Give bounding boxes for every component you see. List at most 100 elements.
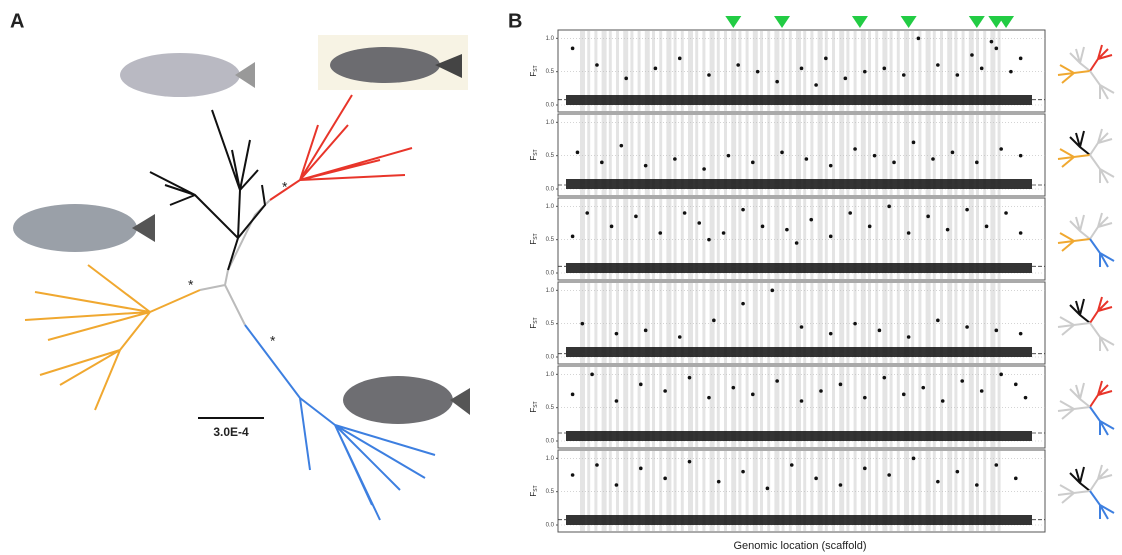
scaffold-stripe	[601, 367, 607, 447]
data-point	[600, 160, 604, 165]
scaffold-stripe	[832, 283, 835, 363]
scaffold-stripe	[666, 31, 672, 111]
data-point	[687, 459, 692, 464]
scaffold-stripe	[925, 283, 931, 363]
scaffold-stripe	[788, 31, 792, 111]
data-point	[989, 39, 994, 44]
scaffold-stripe	[608, 367, 612, 447]
tree-icon	[1057, 212, 1115, 268]
scaffold-stripe	[752, 451, 758, 531]
scaffold-stripe	[738, 367, 742, 447]
scaffold-stripe	[896, 283, 900, 363]
data-point	[994, 463, 999, 467]
scaffold-stripe	[997, 367, 1001, 447]
scaffold-stripe	[990, 283, 996, 363]
scaffold-stripe	[803, 451, 807, 531]
data-point	[960, 379, 965, 383]
tree-icon-branch	[1057, 400, 1091, 420]
scaffold-stripe	[896, 451, 900, 531]
scaffold-stripe	[832, 115, 835, 195]
scaffold-stripe	[875, 199, 879, 279]
scaffold-stripe	[868, 199, 871, 279]
data-point	[1018, 153, 1023, 158]
scaffold-stripe	[940, 115, 943, 195]
scaffold-stripe	[810, 283, 814, 363]
scaffold-stripe	[796, 115, 801, 195]
scaffold-stripe	[968, 283, 974, 363]
data-point	[950, 150, 955, 155]
scaffold-stripe	[976, 31, 979, 111]
scaffold-stripe	[918, 199, 922, 279]
data-point	[799, 399, 804, 403]
scaffold-stripe	[817, 115, 823, 195]
scaffold-stripe	[580, 31, 585, 111]
scaffold-stripe	[680, 283, 684, 363]
tree	[24, 94, 436, 521]
scaffold-stripe	[659, 199, 663, 279]
data-point	[755, 69, 760, 74]
data-point	[936, 479, 940, 484]
scale-label: 3.0E-4	[213, 425, 249, 439]
scaffold-stripe	[824, 283, 828, 363]
scaffold-stripe	[724, 283, 727, 363]
scaffold-stripe	[623, 31, 629, 111]
density-band	[566, 263, 1032, 273]
y-tick-label: 0.5	[546, 237, 555, 243]
scaffold-stripe	[666, 367, 672, 447]
scaffold-stripe	[673, 199, 677, 279]
scaffold-stripe	[860, 283, 866, 363]
scaffold-stripe	[580, 367, 585, 447]
scaffold-stripe	[817, 283, 823, 363]
scaffold-stripe	[616, 451, 619, 531]
scaffold-stripe	[767, 31, 771, 111]
scaffold-stripe	[637, 199, 641, 279]
marker-triangle	[968, 16, 985, 28]
scaffold-stripe	[738, 115, 742, 195]
data-point	[1013, 476, 1018, 481]
scaffold-stripe	[976, 199, 979, 279]
scaffold-stripe	[968, 115, 974, 195]
tree-icon-branch	[1069, 382, 1091, 408]
scaffold-stripe	[904, 31, 909, 111]
scaffold-stripe	[594, 367, 598, 447]
data-point	[712, 318, 716, 323]
tree-icon	[1057, 464, 1115, 520]
data-point	[638, 382, 643, 387]
scaffold-stripe	[796, 283, 801, 363]
scaffold-stripe	[767, 367, 771, 447]
data-point	[663, 476, 667, 481]
scaffold-stripe	[731, 199, 737, 279]
scaffold-stripe	[752, 367, 758, 447]
data-point	[570, 234, 575, 239]
tree-icon-branch	[1089, 212, 1113, 240]
tree-icon-branch	[1057, 484, 1091, 504]
data-point	[926, 214, 930, 219]
scaffold-stripe	[947, 31, 953, 111]
data-point	[828, 163, 833, 168]
scaffold-stripe	[896, 115, 900, 195]
data-point	[580, 321, 585, 326]
tree-icon-branch	[1089, 128, 1113, 156]
scaffold-stripe	[846, 367, 850, 447]
scaffold-stripe	[724, 199, 727, 279]
tree-icon-branch	[1089, 322, 1115, 352]
data-point	[819, 389, 823, 393]
data-point	[916, 36, 921, 41]
scaffold-stripe	[616, 199, 619, 279]
scaffold-stripe	[724, 31, 727, 111]
scaffold-stripe	[716, 451, 720, 531]
scaffold-stripe	[731, 367, 737, 447]
scaffold-stripe	[637, 451, 641, 531]
fish	[13, 204, 137, 252]
scaffold-stripe	[774, 115, 780, 195]
data-point	[994, 328, 999, 333]
scaffold-stripe	[673, 31, 677, 111]
scaffold-stripe	[940, 283, 943, 363]
scaffold-stripe	[954, 115, 958, 195]
scaffold-stripe	[688, 283, 693, 363]
scaffold-stripe	[882, 367, 888, 447]
scaffold-stripe	[659, 31, 663, 111]
scaffold-stripe	[788, 367, 792, 447]
scaffold-stripe	[810, 451, 814, 531]
y-tick-label: 1.0	[546, 120, 555, 126]
